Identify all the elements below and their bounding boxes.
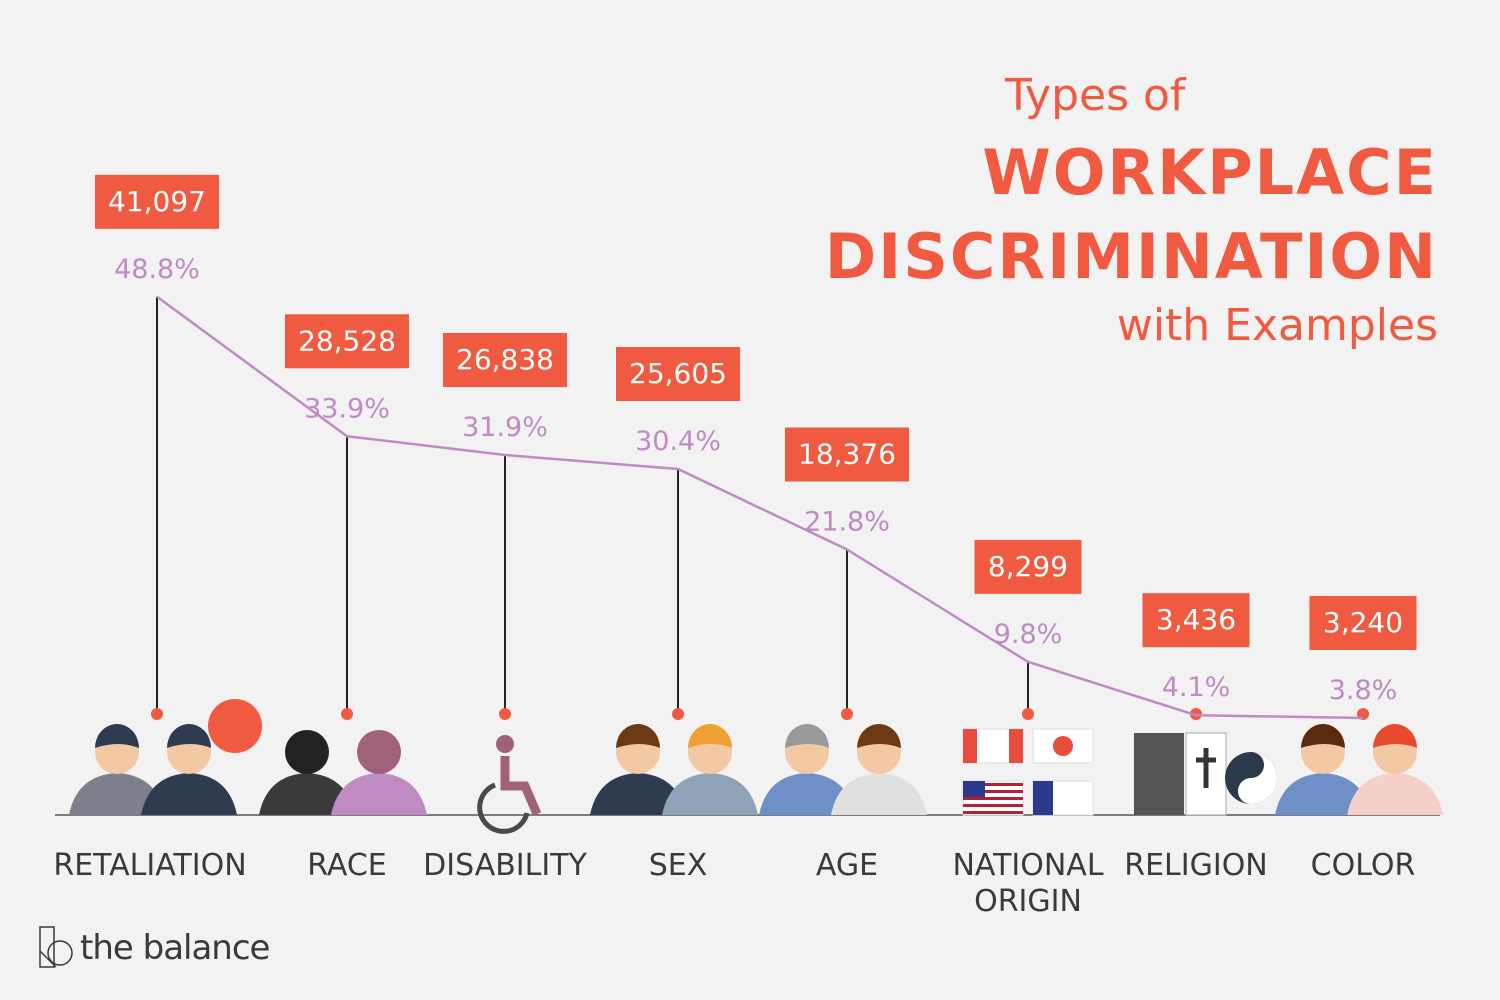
percent-label: 3.8% [1329,675,1398,706]
count-box [285,314,409,369]
balance-logo-icon [39,926,73,968]
count-label: 18,376 [798,438,896,471]
stem-dot [499,708,511,720]
category-label: SEX [649,848,708,883]
percent-line [156,295,1364,720]
torso [759,773,855,815]
wheel [477,782,530,834]
count-box [616,347,740,402]
hair [95,724,139,748]
flag-canton [963,781,985,797]
stem-dot [841,708,853,720]
wheelchair-icon [477,735,542,834]
torso [69,773,165,815]
stem-dot [151,708,163,720]
hair [167,724,211,748]
flag-band [963,729,977,763]
torso [662,773,758,815]
percent-label: 33.9% [304,393,390,424]
count-label: 25,605 [629,357,727,390]
hair [616,724,660,748]
torso [331,773,427,815]
cross [1196,748,1216,788]
stem-dot [672,708,684,720]
flag-sun [1053,736,1073,756]
category-label: RELIGION [1124,848,1268,883]
torso [1347,773,1443,815]
yin-yang-light [1238,752,1277,804]
torso [1275,773,1371,815]
count-label: 8,299 [988,550,1068,583]
category-label: NATIONAL [952,848,1103,883]
religion-symbols-icon [1134,732,1277,816]
brand-name: the balance [80,928,270,968]
body [500,756,542,816]
torso [259,773,355,815]
building [1134,733,1184,815]
flag-stripe [963,811,1023,814]
book [1185,732,1227,816]
title-line-3: DISCRIMINATION [824,220,1438,293]
flag-stripe [963,783,1023,786]
percent-label: 48.8% [114,254,200,285]
flag-band [1033,781,1053,815]
speech-bubble [208,699,262,753]
count-box [1309,596,1417,650]
count-box [95,174,219,229]
flag-band [1009,729,1023,763]
veiled-women-icon [259,730,427,815]
count-label: 26,838 [456,343,554,376]
percent-label: 30.4% [635,426,721,457]
category-label: RACE [307,848,387,883]
stem-dot [1022,708,1034,720]
torso [590,773,686,815]
category-label: RETALIATION [53,848,246,883]
brand-logo: the balance [38,925,270,971]
head [285,730,329,774]
percent-label: 4.1% [1162,672,1231,703]
hair [857,724,901,748]
people-talking-icon [69,699,262,815]
hair [1373,724,1417,748]
percent-label: 31.9% [462,412,548,443]
flags-icon [962,728,1094,816]
torso [831,773,927,815]
percent-label: 9.8% [994,619,1063,650]
title-line-2: WORKPLACE [982,136,1438,209]
count-label: 28,528 [298,324,396,357]
flag-stripe [963,790,1023,793]
category-label: AGE [816,848,878,883]
people-icon [1275,724,1443,815]
count-box [974,539,1082,594]
count-label: 41,097 [108,185,206,218]
hair [785,724,829,748]
hair [1301,724,1345,748]
man-woman-icon [590,724,758,815]
flag-stripe [963,797,1023,800]
count-label: 3,240 [1323,606,1403,639]
percent-label: 21.8% [804,507,890,538]
count-label: 3,436 [1156,603,1236,636]
count-box [1142,593,1250,648]
category-label: DISABILITY [423,848,587,883]
old-young-men-icon [759,724,927,815]
stem-dot [341,708,353,720]
count-box [443,332,567,387]
flag-stripe [963,804,1023,807]
torso [141,773,237,815]
category-label: ORIGIN [974,884,1082,919]
head [496,735,514,753]
head [357,730,401,774]
category-label: COLOR [1311,848,1416,883]
title-line-4: with Examples [1116,300,1438,351]
hair [688,724,732,748]
title-line-1: Types of [1005,70,1186,121]
count-box [785,427,909,482]
